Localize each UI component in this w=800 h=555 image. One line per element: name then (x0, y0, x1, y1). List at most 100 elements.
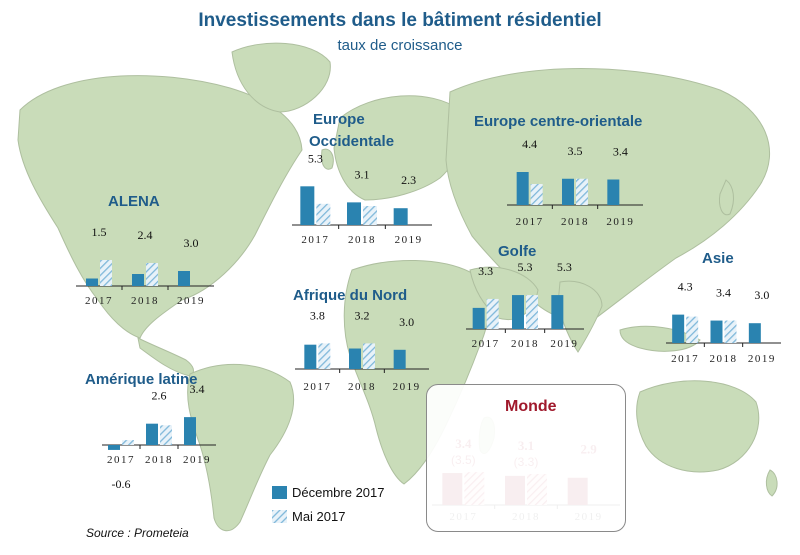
value-label-europe-centre-orientale-2018: 3.5 (568, 144, 583, 158)
region-label-europe-occidentale-line1: Europe (313, 111, 365, 128)
map-japan (719, 179, 734, 216)
bar-alena-2019-decembre-2017 (178, 271, 190, 286)
tick-label-amerique-latine-2017: 2017 (107, 454, 135, 466)
bar-golfe-2018-decembre-2017 (512, 295, 524, 329)
bar-europe-centre-orientale-2017-mai-2017 (530, 184, 543, 205)
bar-amerique-latine-2017-decembre-2017 (108, 445, 120, 450)
value-label-europe-occidentale-2017: 5.3 (308, 151, 323, 165)
legend-label-decembre-2017: Décembre 2017 (292, 485, 385, 500)
tick-label-afrique-du-nord-2018: 2018 (348, 381, 376, 393)
tick-label-europe-occidentale-2019: 2019 (395, 234, 423, 246)
bar-afrique-du-nord-2019-decembre-2017 (393, 349, 406, 369)
tick-label-golfe-2019: 2019 (550, 338, 578, 350)
bar-europe-occidentale-2019-decembre-2017 (393, 208, 408, 225)
bar-amerique-latine-2017-mai-2017 (122, 440, 134, 445)
value-label-europe-centre-orientale-2017: 4.4 (522, 137, 537, 151)
bar-afrique-du-nord-2018-decembre-2017 (349, 348, 361, 369)
map-north-america (17, 75, 303, 339)
region-label-afrique-du-nord: Afrique du Nord (293, 287, 408, 304)
map-greenland (231, 42, 331, 113)
value-label-alena-2017: 1.5 (92, 225, 107, 239)
map-india (557, 280, 603, 353)
region-label-europe-centre-orientale: Europe centre-orientale (474, 113, 643, 130)
bar-amerique-latine-2018-mai-2017 (160, 425, 172, 445)
tick-label-alena-2019: 2019 (177, 295, 205, 307)
value-label-afrique-du-nord-2017: 3.8 (310, 308, 325, 322)
value-label-asie-2018: 3.4 (716, 286, 731, 300)
bar-europe-occidentale-2017-mai-2017 (316, 203, 331, 225)
tick-label-afrique-du-nord-2017: 2017 (303, 381, 331, 393)
tick-label-europe-centre-orientale-2019: 2019 (606, 216, 634, 228)
tick-label-alena-2018: 2018 (131, 295, 159, 307)
region-label-europe-occidentale-line2: Occidentale (309, 133, 395, 150)
tick-label-asie-2018: 2018 (710, 353, 738, 365)
tick-label-europe-centre-orientale-2018: 2018 (561, 216, 589, 228)
tick-label-afrique-du-nord-2019: 2019 (393, 381, 421, 393)
tick-label-amerique-latine-2019: 2019 (183, 454, 211, 466)
tick-label-asie-2017: 2017 (671, 353, 699, 365)
tick-label-europe-occidentale-2018: 2018 (348, 234, 376, 246)
map-australia (636, 380, 760, 473)
bar-amerique-latine-2018-decembre-2017 (146, 423, 158, 445)
bar-golfe-2017-decembre-2017 (472, 307, 485, 329)
tick-label-golfe-2017: 2017 (472, 338, 500, 350)
bar-asie-2019-decembre-2017 (748, 323, 761, 343)
map-central-america (137, 337, 194, 377)
value-label-amerique-latine-2018: 2.6 (152, 389, 167, 403)
legend-swatch-decembre-2017 (272, 486, 287, 499)
value-label-golfe-2019: 5.3 (557, 260, 572, 274)
value-label-europe-occidentale-2019: 2.3 (401, 173, 416, 187)
region-label-amerique-latine: Amérique latine (85, 371, 198, 388)
bar-europe-occidentale-2018-mai-2017 (363, 206, 377, 225)
value-label-europe-occidentale-2018: 3.1 (355, 167, 370, 181)
bar-europe-centre-orientale-2017-decembre-2017 (516, 172, 529, 205)
value-label-golfe-2018: 5.3 (518, 260, 533, 274)
value-label-amerique-latine-2019: 3.4 (190, 382, 205, 396)
legend-label-mai-2017: Mai 2017 (292, 509, 346, 524)
bar-alena-2017-mai-2017 (100, 260, 112, 286)
bar-alena-2018-mai-2017 (146, 263, 158, 286)
chart-subtitle: taux de croissance (337, 37, 463, 54)
region-label-golfe: Golfe (498, 243, 537, 260)
region-label-asie: Asie (702, 250, 734, 267)
bar-asie-2018-mai-2017 (724, 320, 737, 343)
tick-label-amerique-latine-2018: 2018 (145, 454, 173, 466)
bar-golfe-2017-mai-2017 (486, 298, 499, 329)
value-label-amerique-latine-2017: -0.6 (112, 477, 131, 491)
bar-europe-occidentale-2017-decembre-2017 (300, 186, 315, 225)
region-label-alena: ALENA (108, 193, 160, 210)
bar-alena-2017-decembre-2017 (86, 278, 98, 286)
tick-label-europe-centre-orientale-2017: 2017 (516, 216, 544, 228)
monde-highlight-box (426, 384, 626, 532)
legend-swatch-mai-2017 (272, 510, 287, 523)
value-label-alena-2019: 3.0 (184, 236, 199, 250)
bar-golfe-2018-mai-2017 (526, 295, 538, 329)
map-uk (321, 148, 334, 170)
bar-golfe-2019-decembre-2017 (551, 295, 564, 329)
tick-label-golfe-2018: 2018 (511, 338, 539, 350)
bar-alena-2018-decembre-2017 (132, 274, 144, 286)
value-label-afrique-du-nord-2018: 3.2 (355, 308, 370, 322)
bar-europe-occidentale-2018-decembre-2017 (347, 202, 361, 225)
value-label-afrique-du-nord-2019: 3.0 (399, 315, 414, 329)
value-label-europe-centre-orientale-2019: 3.4 (613, 145, 628, 159)
region-label-monde: Monde (505, 398, 557, 415)
map-europe (333, 95, 465, 201)
value-label-asie-2019: 3.0 (754, 288, 769, 302)
source-note: Source : Prometeia (86, 526, 189, 540)
bar-afrique-du-nord-2018-mai-2017 (363, 343, 375, 369)
value-label-alena-2018: 2.4 (138, 228, 153, 242)
map-new-zealand (765, 469, 778, 497)
bar-asie-2017-decembre-2017 (672, 314, 685, 343)
value-label-asie-2017: 4.3 (678, 280, 693, 294)
tick-label-asie-2019: 2019 (748, 353, 776, 365)
bar-asie-2018-decembre-2017 (710, 320, 723, 343)
bar-afrique-du-nord-2017-decembre-2017 (304, 344, 317, 369)
bar-amerique-latine-2019-decembre-2017 (184, 417, 196, 445)
bar-europe-centre-orientale-2019-decembre-2017 (607, 179, 620, 205)
tick-label-alena-2017: 2017 (85, 295, 113, 307)
bar-europe-centre-orientale-2018-mai-2017 (576, 178, 588, 205)
